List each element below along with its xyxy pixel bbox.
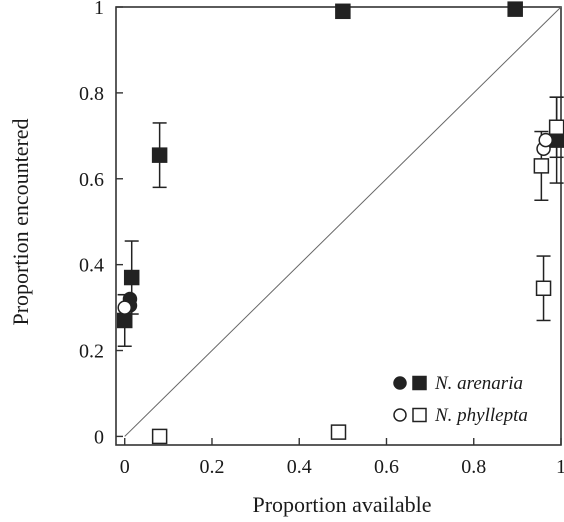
data-point bbox=[548, 119, 564, 135]
series bbox=[117, 96, 564, 445]
data-marks bbox=[116, 1, 564, 445]
x-tick-label: 0.2 bbox=[199, 456, 224, 478]
legend: N. arenaria N. phyllepta bbox=[393, 373, 528, 426]
data-point bbox=[533, 158, 550, 174]
y-tick-label: 0.4 bbox=[79, 255, 104, 277]
diagonal-reference-line bbox=[124, 6, 562, 437]
y-tick-label: 1 bbox=[94, 0, 104, 19]
y-axis-title: Proportion encountered bbox=[8, 118, 33, 325]
data-point bbox=[507, 1, 523, 17]
legend-circle-marker bbox=[393, 408, 407, 422]
data-point bbox=[123, 269, 140, 286]
data-point bbox=[335, 3, 351, 20]
legend-label: N. arenaria bbox=[434, 373, 523, 394]
legend-entry: N. arenaria bbox=[393, 373, 523, 394]
x-tick-label: 1 bbox=[556, 456, 564, 478]
x-axis-title: Proportion available bbox=[252, 492, 431, 517]
x-tick-label: 0.6 bbox=[374, 456, 399, 478]
y-tick-label: 0.6 bbox=[79, 169, 104, 191]
legend-square-marker bbox=[412, 407, 427, 423]
y-tick-label: 0 bbox=[94, 426, 104, 448]
y-tick-label: 0.8 bbox=[79, 83, 104, 105]
series bbox=[116, 1, 564, 347]
data-point bbox=[151, 428, 168, 445]
x-tick-label: 0.4 bbox=[287, 456, 312, 478]
data-point bbox=[330, 424, 347, 440]
y-tick-label: 0.2 bbox=[79, 341, 104, 363]
data-point bbox=[535, 280, 552, 297]
x-tick-label: 0 bbox=[120, 456, 130, 478]
data-point bbox=[151, 147, 168, 163]
data-point bbox=[117, 300, 132, 315]
legend-label: N. phyllepta bbox=[434, 405, 528, 426]
legend-square-marker bbox=[412, 375, 427, 391]
axis-ticks: 0 0.2 0.4 0.6 0.8 1 0 0.2 0.4 0.6 0.8 1 bbox=[79, 0, 564, 478]
x-tick-label: 0.8 bbox=[461, 456, 486, 478]
identity-line bbox=[124, 6, 562, 437]
legend-circle-marker bbox=[393, 376, 407, 390]
legend-entry: N. phyllepta bbox=[393, 405, 528, 426]
data-point bbox=[538, 132, 553, 148]
